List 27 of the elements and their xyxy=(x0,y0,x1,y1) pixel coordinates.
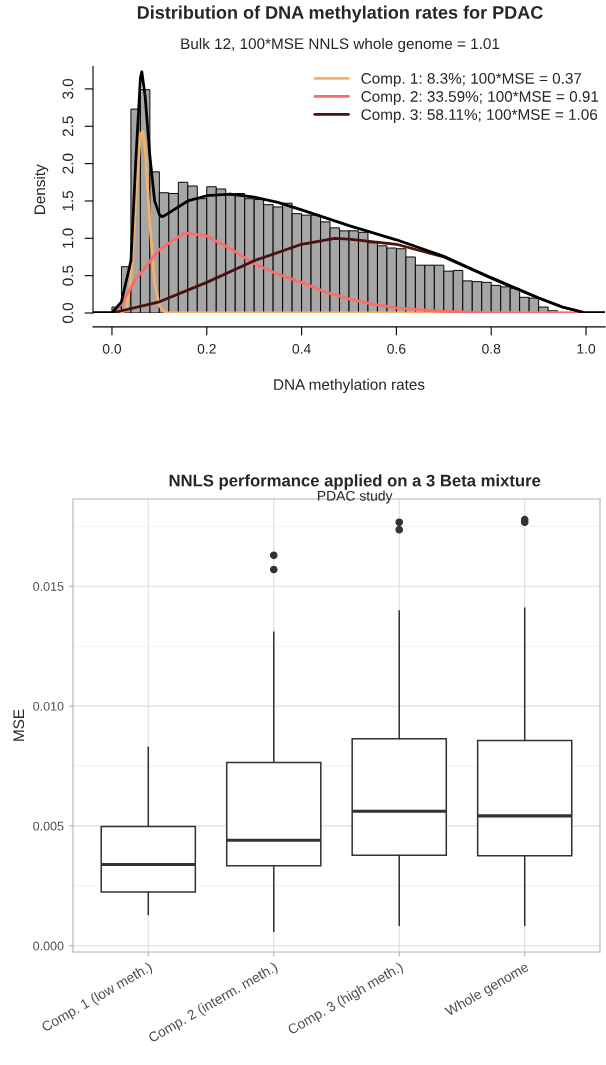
chart-title: NNLS performance applied on a 3 Beta mixture xyxy=(169,474,541,490)
y-tick-label: 1.5 xyxy=(62,190,74,211)
x-axis-title: DNA methylation rates xyxy=(274,378,425,393)
y-tick-label: 0.5 xyxy=(62,265,74,286)
y-tick-label: 2.0 xyxy=(62,153,74,174)
y-axis-title: MSE xyxy=(13,709,25,741)
x-tick-label: 0.8 xyxy=(482,343,501,354)
chart-title: Distribution of DNA methylation rates for PDAC xyxy=(137,5,543,23)
y-tick-label: 0.000 xyxy=(33,941,64,951)
y-tick-label: 0.015 xyxy=(33,582,64,591)
y-tick-label: 3.0 xyxy=(62,78,74,99)
chart-subtitle: PDAC study xyxy=(318,490,393,504)
y-axis-title: Density xyxy=(33,164,49,214)
legend-label: Comp. 1: 8.3%; 100*MSE = 0.37 xyxy=(361,73,582,87)
y-tick-label: 0.0 xyxy=(62,302,74,324)
chart-subtitle: Bulk 12, 100*MSE NNLS whole genome = 1.01 xyxy=(181,37,500,53)
x-tick-label: 1.0 xyxy=(577,343,596,354)
x-tick-label: 0.4 xyxy=(292,343,311,354)
y-tick-label: 1.0 xyxy=(62,228,74,248)
x-tick-label: 0.6 xyxy=(387,343,406,354)
x-tick-label: 0.2 xyxy=(197,343,216,354)
y-tick-label: 0.005 xyxy=(33,821,64,831)
y-tick-label: 2.5 xyxy=(62,116,74,137)
y-tick-label: 0.010 xyxy=(33,701,64,711)
legend-label: Comp. 2: 33.59%; 100*MSE = 0.91 xyxy=(361,91,599,105)
x-tick-label: 0.0 xyxy=(102,343,122,354)
legend-label: Comp. 3: 58.11%; 100*MSE = 1.06 xyxy=(361,109,598,123)
